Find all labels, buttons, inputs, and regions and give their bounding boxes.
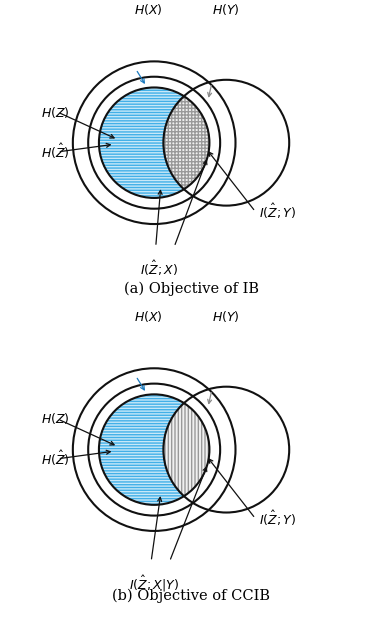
- Text: $I(\hat{Z};Y)$: $I(\hat{Z};Y)$: [259, 202, 296, 221]
- Polygon shape: [99, 394, 184, 505]
- Text: $I(\hat{Z};Y)$: $I(\hat{Z};Y)$: [259, 509, 296, 528]
- Text: $H(Z)$: $H(Z)$: [40, 412, 69, 427]
- Text: (b) Objective of CCIB: (b) Objective of CCIB: [112, 588, 270, 603]
- Text: (a) Objective of IB: (a) Objective of IB: [123, 281, 259, 296]
- Text: $I(\hat{Z};X)$: $I(\hat{Z};X)$: [140, 259, 178, 278]
- Polygon shape: [99, 394, 184, 505]
- Text: $H(Z)$: $H(Z)$: [40, 105, 69, 120]
- Polygon shape: [99, 87, 184, 198]
- Text: $H(X)$: $H(X)$: [134, 2, 162, 17]
- Polygon shape: [163, 403, 209, 496]
- Text: $H(Y)$: $H(Y)$: [212, 309, 240, 324]
- Text: $H(X)$: $H(X)$: [134, 309, 162, 324]
- Text: $I(\hat{Z};X|Y)$: $I(\hat{Z};X|Y)$: [129, 574, 179, 594]
- Text: $H(\hat{Z})$: $H(\hat{Z})$: [40, 143, 69, 161]
- Polygon shape: [163, 96, 209, 189]
- Text: $H(Y)$: $H(Y)$: [212, 2, 240, 17]
- Text: $H(\hat{Z})$: $H(\hat{Z})$: [40, 450, 69, 468]
- Polygon shape: [99, 87, 184, 198]
